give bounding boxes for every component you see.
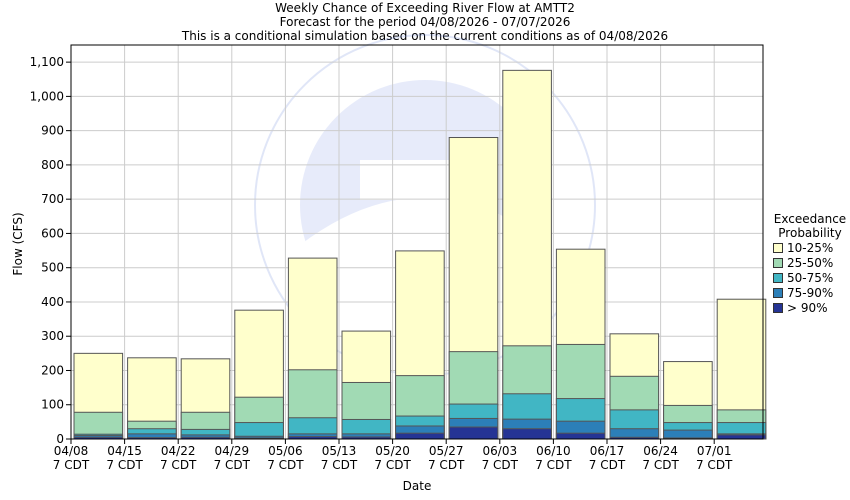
x-tick-label: 05/27 <box>429 444 464 458</box>
y-tick-label: 800 <box>41 158 64 172</box>
y-tick-label: 900 <box>41 124 64 138</box>
x-tick-sublabel: 7 CDT <box>589 458 626 472</box>
legend-swatch <box>773 272 783 283</box>
legend: Exceedance Probability 10-25% 25-50% 50-75… <box>770 212 850 315</box>
y-tick-label: 200 <box>41 363 64 377</box>
y-axis: 0 100 200 300 400 500 600 700 800 900 1,000 1,100 <box>30 55 71 446</box>
y-tick-label: 500 <box>41 261 64 275</box>
bar-segment <box>716 434 767 440</box>
y-tick-label: 100 <box>41 398 64 412</box>
legend-swatch <box>773 257 783 268</box>
y-tick-label: 0 <box>56 432 64 446</box>
legend-title-line1: Exceedance <box>773 212 847 226</box>
legend-swatch <box>773 287 783 298</box>
x-tick-sublabel: 7 CDT <box>482 458 519 472</box>
x-tick-label: 04/22 <box>161 444 196 458</box>
x-tick-label: 05/20 <box>375 444 410 458</box>
chart-subtitle-conditions: This is a conditional simulation based o… <box>181 29 669 43</box>
bar-segment <box>555 432 606 440</box>
legend-label: 75-90% <box>787 285 834 300</box>
x-tick-sublabel: 7 CDT <box>428 458 465 472</box>
x-tick-sublabel: 7 CDT <box>696 458 733 472</box>
x-tick-label: 04/15 <box>107 444 142 458</box>
legend-title-line2: Probability <box>778 226 842 240</box>
y-tick-label: 600 <box>41 226 64 240</box>
x-tick-label: 05/13 <box>322 444 357 458</box>
x-tick-label: 06/10 <box>536 444 571 458</box>
x-tick-label: 06/24 <box>643 444 678 458</box>
y-tick-label: 1,100 <box>30 55 64 69</box>
legend-item: 75-90% <box>770 285 850 300</box>
legend-item: 25-50% <box>770 255 850 270</box>
y-tick-label: 300 <box>41 329 64 343</box>
y-tick-label: 1,000 <box>30 89 64 103</box>
x-tick-sublabel: 7 CDT <box>267 458 304 472</box>
x-tick-label: 06/17 <box>590 444 625 458</box>
x-tick-sublabel: 7 CDT <box>321 458 358 472</box>
x-tick-label: 07/01 <box>697 444 732 458</box>
x-tick-label: 04/08 <box>54 444 89 458</box>
legend-label: 10-25% <box>787 240 834 255</box>
legend-label: 50-75% <box>787 270 834 285</box>
y-tick-label: 400 <box>41 295 64 309</box>
x-tick-sublabel: 7 CDT <box>53 458 90 472</box>
x-tick-sublabel: 7 CDT <box>214 458 251 472</box>
x-tick-label: 04/29 <box>215 444 250 458</box>
legend-item: > 90% <box>770 300 850 315</box>
x-tick-sublabel: 7 CDT <box>535 458 572 472</box>
x-tick-label: 05/06 <box>268 444 303 458</box>
bar-segment <box>448 426 499 440</box>
x-tick-sublabel: 7 CDT <box>642 458 679 472</box>
legend-label: > 90% <box>787 300 828 315</box>
legend-items: 10-25% 25-50% 50-75% 75-90% > 90% <box>770 240 850 315</box>
x-tick-sublabel: 7 CDT <box>160 458 197 472</box>
legend-item: 50-75% <box>770 270 850 285</box>
y-tick-label: 700 <box>41 192 64 206</box>
y-axis-title: Flow (CFS) <box>11 212 25 275</box>
x-tick-sublabel: 7 CDT <box>374 458 411 472</box>
bar-segment <box>502 428 552 440</box>
x-tick-label: 06/03 <box>483 444 518 458</box>
plot-frame <box>70 44 764 440</box>
chart-title: Weekly Chance of Exceeding River Flow at… <box>275 1 575 15</box>
chart-subtitle-period: Forecast for the period 04/08/2026 - 07/… <box>279 15 571 29</box>
x-tick-sublabel: 7 CDT <box>106 458 143 472</box>
legend-swatch <box>773 242 783 253</box>
legend-swatch <box>773 302 783 313</box>
legend-label: 25-50% <box>787 255 834 270</box>
bars <box>73 69 767 440</box>
x-axis-title: Date <box>403 479 432 493</box>
bar-segment <box>395 432 445 440</box>
legend-item: 10-25% <box>770 240 850 255</box>
